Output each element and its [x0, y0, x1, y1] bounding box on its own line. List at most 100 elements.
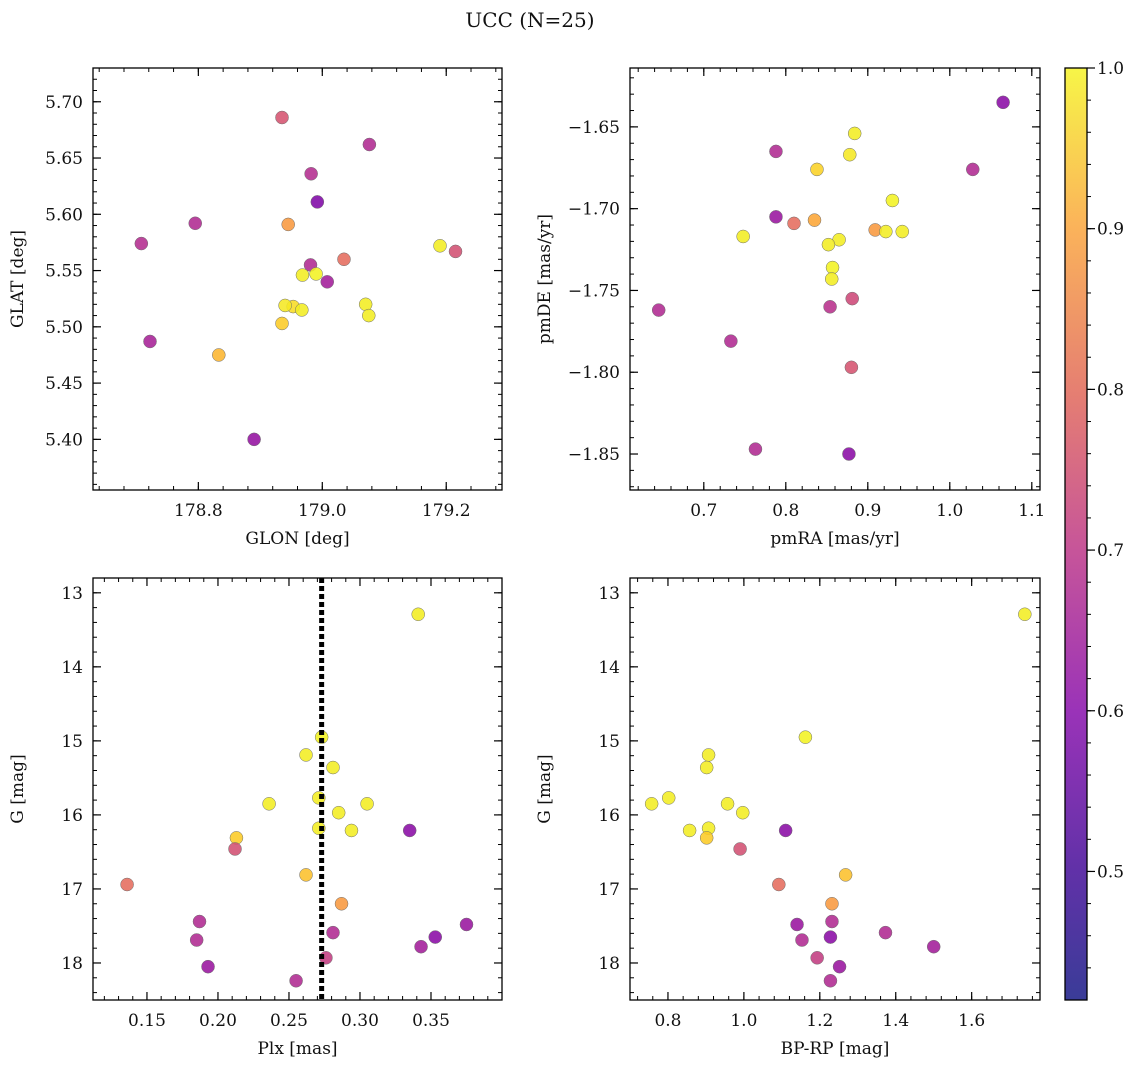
data-point — [895, 224, 909, 239]
data-point — [825, 897, 839, 911]
data-point — [299, 748, 313, 762]
data-point — [344, 823, 359, 838]
x-tick-label: 179.2 — [422, 501, 471, 521]
data-point — [189, 933, 204, 947]
x-tick-label: 0.8 — [772, 501, 799, 521]
colorbar-gradient — [1064, 67, 1088, 1001]
data-point — [823, 974, 838, 988]
data-point — [360, 797, 374, 811]
x-tick-label: 179.0 — [298, 501, 347, 521]
data-point — [825, 260, 840, 275]
x-tick-label: 0.30 — [341, 1011, 379, 1031]
data-point — [823, 930, 838, 944]
data-point — [295, 268, 310, 282]
colorbar-tick-label: 1.0 — [1097, 59, 1124, 79]
data-point — [459, 917, 474, 932]
data-point — [188, 216, 202, 231]
data-point — [787, 216, 801, 231]
y-tick-label: 17 — [61, 880, 83, 900]
data-point — [414, 939, 428, 954]
data-point — [212, 348, 226, 362]
y-tick-label: −1.65 — [568, 118, 620, 138]
data-point — [362, 308, 376, 323]
data-point — [120, 877, 134, 892]
data-point — [825, 914, 839, 929]
data-point — [143, 334, 157, 349]
y-tick-label: 15 — [61, 732, 83, 752]
data-point — [832, 959, 847, 974]
data-point — [778, 823, 793, 838]
data-point — [228, 842, 242, 856]
y-axis-label: G [mag] — [535, 754, 555, 823]
data-point — [926, 939, 941, 954]
data-point — [772, 877, 786, 892]
x-tick-label: 1.2 — [806, 1011, 833, 1031]
x-tick-label: 178.8 — [174, 501, 223, 521]
data-point — [295, 303, 309, 317]
data-point — [843, 147, 857, 162]
data-point — [428, 930, 443, 944]
y-tick-label: 14 — [598, 658, 620, 678]
x-tick-label: 1.4 — [882, 1011, 909, 1031]
data-point — [304, 167, 318, 181]
x-tick-label: 1.1 — [1018, 501, 1045, 521]
y-tick-label: 5.45 — [45, 374, 83, 394]
data-point — [134, 236, 149, 251]
data-point — [309, 267, 323, 281]
data-point — [192, 914, 207, 929]
data-point — [651, 303, 666, 317]
y-tick-label: 13 — [598, 584, 620, 604]
colorbar: 0.5 0.6 0.7 0.8 0.9 1.0 — [1064, 59, 1124, 1001]
panel-bprp-g: 0.8 1.0 1.2 1.4 1.6 13 14 15 16 17 18 BP-RP [mag] G … — [535, 577, 1041, 1059]
data-point — [247, 432, 261, 447]
data-point — [362, 137, 377, 152]
data-point — [847, 126, 862, 141]
y-tick-label: 14 — [61, 658, 83, 678]
data-point — [810, 162, 824, 177]
x-tick-label: 1.0 — [730, 1011, 757, 1031]
panel-plx-g: 0.15 0.20 0.25 0.30 0.35 13 14 15 16 17 18 Plx [mas… — [8, 577, 503, 1059]
x-tick-label: 1.6 — [958, 1011, 985, 1031]
x-axis-label: Plx [mas] — [257, 1039, 337, 1059]
x-tick-label: 1.0 — [936, 501, 963, 521]
data-point — [748, 442, 763, 456]
y-tick-label: −1.75 — [568, 281, 620, 301]
data-point — [448, 244, 463, 259]
data-point — [885, 193, 900, 208]
colorbar-tick-label: 0.8 — [1097, 380, 1124, 400]
data-point — [320, 275, 334, 289]
data-point — [433, 239, 447, 253]
y-axis-label: pmDE [mas/yr] — [535, 214, 555, 344]
data-point — [682, 823, 697, 838]
data-point — [798, 730, 813, 744]
data-point — [310, 195, 325, 209]
data-point — [769, 144, 783, 159]
data-point — [807, 213, 822, 227]
y-tick-label: 16 — [598, 806, 620, 826]
x-tick-label: 0.20 — [199, 1011, 237, 1031]
panel-glon-glat: 178.8 179.0 179.2 5.40 5.45 5.50 5.55 5.60 5.65 5… — [8, 67, 503, 549]
data-point — [823, 300, 837, 314]
y-tick-label: 5.40 — [45, 430, 83, 450]
data-point — [337, 252, 351, 267]
y-tick-label: 18 — [598, 954, 620, 974]
y-tick-label: 13 — [61, 584, 83, 604]
data-point — [699, 831, 714, 845]
data-point — [790, 917, 804, 932]
y-tick-label: −1.70 — [568, 200, 620, 220]
data-point — [402, 823, 417, 838]
data-point — [1018, 607, 1032, 622]
y-axis-label: G [mag] — [8, 754, 28, 823]
data-point — [845, 291, 859, 306]
y-axis-label: GLAT [deg] — [8, 230, 28, 328]
data-point — [312, 821, 326, 835]
data-point — [331, 805, 346, 820]
colorbar-tick-label: 0.5 — [1097, 862, 1124, 882]
colorbar-tick-label: 0.6 — [1097, 702, 1124, 722]
data-point — [281, 217, 295, 232]
data-point — [824, 272, 839, 286]
data-point — [289, 974, 303, 988]
data-point — [334, 897, 349, 911]
data-point — [878, 925, 893, 940]
